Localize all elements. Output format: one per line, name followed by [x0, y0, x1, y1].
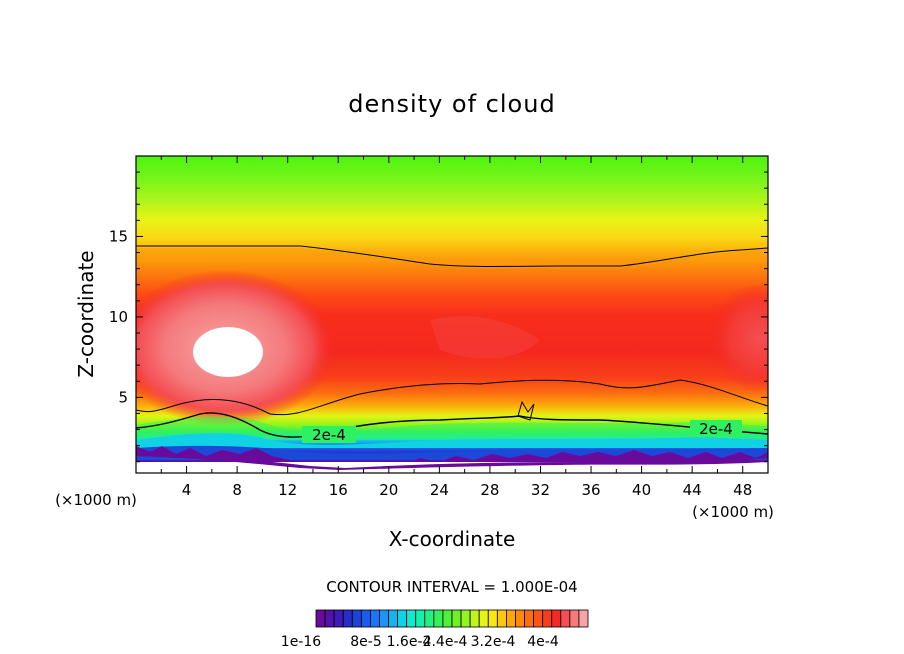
colorbar-label: 3.2e-4 [471, 634, 516, 650]
contour-line-2e-4 [136, 412, 768, 438]
bottom-purple-strip [136, 450, 768, 470]
x-tick-label: 44 [683, 481, 702, 499]
y-tick-label: 5 [118, 388, 128, 406]
colorbar-swatch [360, 609, 371, 628]
colorbar-swatch [333, 609, 344, 628]
colorbar-swatch [460, 609, 471, 628]
colorbar-label: 1.6e-4 [387, 634, 432, 650]
contour-line-top [136, 245, 768, 267]
core-right [710, 283, 768, 393]
colorbar-swatch [351, 609, 362, 628]
y-tick-label: 15 [109, 227, 128, 245]
colorbar-swatch [542, 609, 553, 628]
x-tick-label: 28 [480, 481, 499, 499]
colorbar-swatch [433, 609, 444, 628]
colorbar-swatch [424, 609, 435, 628]
colorbar-swatch [487, 609, 498, 628]
colorbar-swatch [379, 609, 389, 628]
contour-label-bg-1 [302, 426, 356, 443]
colorbar-swatch [524, 609, 534, 628]
colorbar-swatch [397, 609, 408, 628]
x-tick-label: 40 [632, 481, 651, 499]
core-left-white [193, 327, 263, 377]
colorbar-swatch [569, 609, 580, 628]
contour-label-left: 2e-4 [312, 426, 346, 444]
upper-orange-band [136, 248, 768, 268]
contour-interval-text: CONTOUR INTERVAL = 1.000E-04 [326, 578, 577, 596]
plot-frame [135, 155, 769, 474]
y-axis-ticks: 5 10 15 [109, 171, 768, 463]
colorbar-swatch [315, 609, 326, 628]
colorbar-swatch [551, 609, 562, 628]
x-tick-label: 12 [278, 481, 297, 499]
x-tick-label: 24 [430, 481, 449, 499]
contour-label-right: 2e-4 [699, 420, 733, 438]
colorbar-swatch [324, 609, 335, 628]
colorbar-label: 1e-16 [281, 634, 321, 650]
x-axis-ticks: 4 8 12 16 20 24 28 32 36 40 44 48 [160, 156, 752, 499]
x-tick-label: 20 [379, 481, 398, 499]
colorbar-label: 4e-4 [527, 634, 559, 650]
x-unit-left: (×1000 m) [55, 491, 137, 509]
colorbar-swatch [442, 609, 453, 628]
y-tick-label: 10 [109, 308, 128, 326]
x-tick-label: 8 [232, 481, 242, 499]
colorbar-label: 8e-5 [350, 634, 381, 650]
colorbar-swatch [451, 609, 462, 628]
colorbar-swatch [533, 609, 544, 628]
colorbar-swatch [578, 609, 589, 628]
chart-title: density of cloud [348, 90, 555, 118]
colorbar [315, 609, 589, 628]
colorbar-swatch [496, 609, 507, 628]
colorbar-labels: 1e-16 8e-5 1.6e-42.4e-4 3.2e-4 4e-4 [281, 634, 559, 650]
contour-line-middle [136, 379, 768, 416]
y-axis-label: Z-coordinate [74, 250, 98, 377]
x-tick-label: 32 [531, 481, 550, 499]
colorbar-swatch [406, 609, 417, 628]
colorbar-swatch [515, 609, 525, 628]
contour-label-bg-2 [690, 420, 742, 437]
lower-band-green [136, 416, 768, 440]
colorbar-swatch [505, 609, 516, 628]
x-tick-label: 4 [182, 481, 192, 499]
colorbar-swatch [469, 609, 480, 628]
x-tick-label: 36 [581, 481, 600, 499]
x-unit-right: (×1000 m) [692, 503, 774, 521]
x-tick-label: 16 [329, 481, 348, 499]
colorbar-swatch [388, 609, 398, 628]
x-tick-label: 48 [733, 481, 752, 499]
lower-band-cyan [136, 433, 768, 448]
bottom-white-gap [136, 462, 768, 473]
colorbar-swatch [560, 609, 571, 628]
plot-area: 2e-4 2e-4 [136, 156, 768, 473]
x-axis-label: X-coordinate [389, 527, 516, 551]
colorbar-swatch [415, 609, 426, 628]
middle-red-patch [430, 316, 540, 359]
colorbar-label: 2.4e-4 [423, 634, 468, 650]
colorbar-swatch [478, 609, 489, 628]
colorbar-swatch [369, 609, 380, 628]
contour-spike [517, 400, 535, 421]
colorbar-swatch [342, 609, 353, 628]
